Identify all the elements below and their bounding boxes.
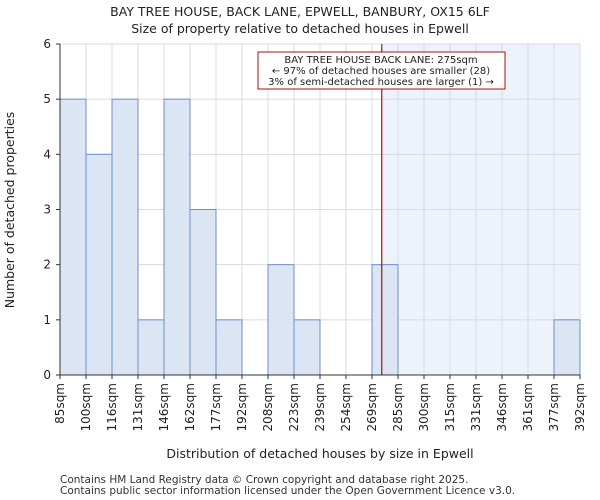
x-tick-label: 392sqm	[573, 383, 587, 431]
x-tick-label: 146sqm	[157, 383, 171, 431]
x-axis: 85sqm 100sqm 116sqm 131sqm 146sqm 162sqm 177sq…	[53, 374, 587, 431]
annotation-line-3: 3% of semi-detached houses are larger (1…	[268, 77, 494, 88]
x-tick-label: 346sqm	[495, 383, 509, 431]
x-tick-label: 177sqm	[209, 383, 223, 431]
x-tick-label: 239sqm	[313, 383, 327, 431]
bar-208sqm	[267, 264, 295, 376]
bar-100sqm	[85, 153, 113, 376]
annotation-box: BAY TREE HOUSE BACK LANE: 275sqm ← 97% o…	[257, 51, 506, 90]
bar-269sqm	[371, 264, 399, 376]
x-tick-label: 223sqm	[287, 383, 301, 431]
x-tick-label: 361sqm	[521, 383, 535, 431]
bar-131sqm	[137, 319, 165, 376]
x-tick-label: 192sqm	[235, 383, 249, 431]
x-tick-label: 285sqm	[391, 383, 405, 431]
y-tick-label: 0	[43, 368, 51, 382]
x-tick-label: 116sqm	[105, 383, 119, 431]
bar-377sqm	[553, 319, 581, 376]
bar-116sqm	[111, 98, 139, 376]
bar-162sqm	[189, 209, 217, 376]
bars-group	[59, 98, 581, 376]
footer-line-1: Contains HM Land Registry data © Crown c…	[60, 474, 468, 486]
bar-146sqm	[163, 98, 191, 376]
bar-223sqm	[293, 319, 321, 376]
x-axis-label: Distribution of detached houses by size …	[166, 446, 473, 461]
x-tick-label: 377sqm	[547, 383, 561, 431]
x-tick-label: 100sqm	[79, 383, 93, 431]
annotation-line-2: ← 97% of detached houses are smaller (28…	[272, 66, 490, 77]
y-tick-label: 3	[43, 203, 51, 217]
x-tick-label: 162sqm	[183, 383, 197, 431]
y-tick-label: 2	[43, 258, 51, 272]
chart-subtitle: Size of property relative to detached ho…	[131, 21, 469, 36]
footer-line-2: Contains public sector information licen…	[60, 485, 515, 497]
chart-title: BAY TREE HOUSE, BACK LANE, EPWELL, BANBU…	[110, 4, 490, 19]
y-tick-label: 1	[43, 313, 51, 327]
bar-85sqm	[59, 98, 87, 376]
y-tick-label: 4	[43, 147, 51, 161]
x-tick-label: 254sqm	[339, 383, 353, 431]
x-tick-label: 331sqm	[469, 383, 483, 431]
x-tick-label: 208sqm	[261, 383, 275, 431]
annotation-rect	[257, 51, 506, 90]
x-tick-label: 315sqm	[443, 383, 457, 431]
y-axis: 0 1 2 3 4 5 6	[43, 37, 61, 382]
y-tick-label: 5	[43, 92, 51, 106]
bar-177sqm	[215, 319, 243, 376]
annotation-line-1: BAY TREE HOUSE BACK LANE: 275sqm	[284, 55, 477, 66]
x-tick-label: 269sqm	[365, 383, 379, 431]
y-tick-label: 6	[43, 37, 51, 51]
x-tick-label: 300sqm	[417, 383, 431, 431]
x-tick-label: 131sqm	[131, 383, 145, 431]
y-axis-label: Number of detached properties	[2, 112, 17, 309]
x-tick-label: 85sqm	[53, 383, 67, 424]
